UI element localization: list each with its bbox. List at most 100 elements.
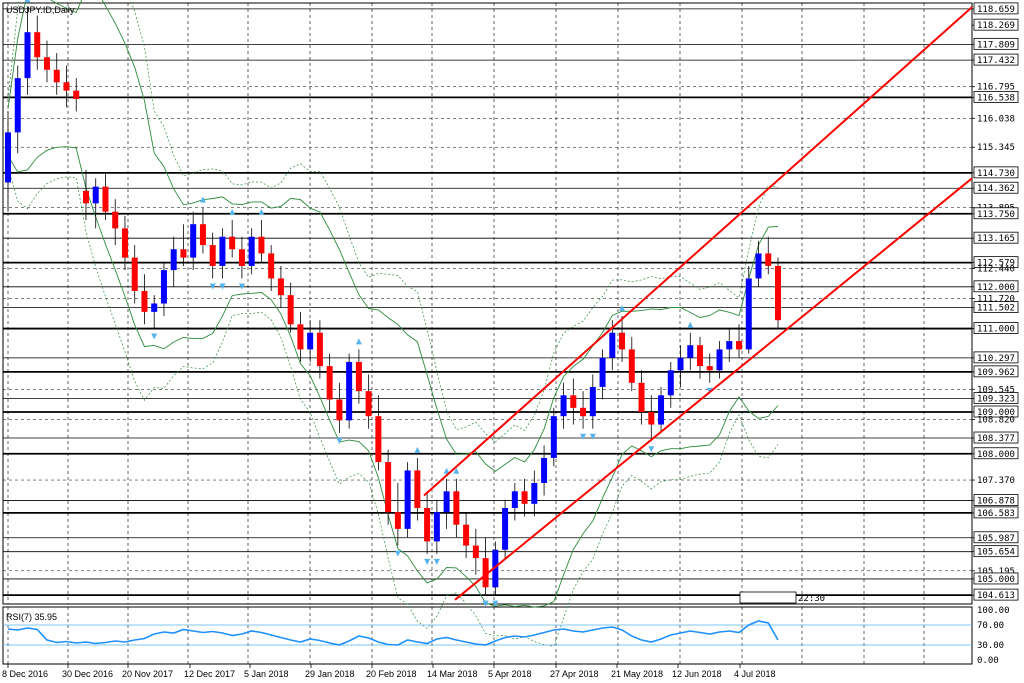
candle-body-48 [472,545,479,559]
price-label-18: 111.000 [977,325,1015,335]
price-box-3 [973,53,1019,66]
price-box-17 [973,301,1019,313]
candle-76 [745,265,752,354]
time-label-2: 20 Nov 2017 [122,669,173,679]
price-label-17: 111.502 [977,304,1015,314]
candle-27 [268,245,275,291]
price-label-8: 114.730 [977,169,1015,179]
candle-23 [229,220,236,258]
candle-2 [24,7,31,95]
candle-64 [628,336,635,392]
candle-67 [658,386,665,433]
candle-body-76 [745,278,752,350]
fractal-down-15 [151,333,158,340]
candle-46 [453,478,460,538]
candle-body-20 [199,224,206,246]
time-label-6: 20 Feb 2018 [366,669,417,679]
candle-77 [755,240,762,287]
price-label-23: 109.000 [977,408,1015,418]
candle-33 [326,353,333,413]
candle-15 [151,295,158,329]
candle-body-26 [258,236,265,254]
candle-79 [775,257,781,329]
candle-body-50 [492,549,499,588]
fractal-up-70 [687,321,694,328]
time-label-1: 30 Dec 2016 [62,669,113,679]
candle-body-68 [667,370,674,396]
price-box-18 [973,322,1019,334]
candle-55 [541,445,548,496]
price-box-11 [973,207,1019,220]
price-label-30: 105.987 [977,534,1015,544]
candle-body-15 [151,303,158,312]
time-label-4: 5 Jan 2018 [244,669,289,679]
price-box-23 [973,405,1019,418]
price-label-33: 105.000 [977,575,1015,585]
price-label-9: 114.362 [977,184,1015,194]
candle-66 [648,395,655,442]
candle-body-65 [638,382,645,413]
candle-52 [511,482,518,521]
candle-18 [180,224,187,266]
candle-54 [531,470,538,517]
price-label-19: 110.297 [977,354,1015,364]
price-label-2: 117.809 [977,40,1015,50]
candle-body-24 [238,249,245,266]
candle-body-32 [316,332,323,367]
candle-44 [433,499,440,554]
price-label-1: 118.269 [977,21,1015,31]
candle-body-28 [277,278,284,296]
price-label-13: 112.579 [977,259,1015,269]
rsi-scale-2: 30.00 [977,641,1004,651]
price-box-15 [973,280,1019,293]
time-label-12: 4 Jul 2018 [734,669,776,679]
time-label-5: 29 Jan 2018 [305,669,355,679]
fractal-down-59 [580,433,587,440]
candle-body-16 [160,270,167,304]
candle-16 [160,261,167,317]
price-panel[interactable] [2,2,973,605]
candle-body-58 [570,395,577,408]
candle-58 [570,378,577,425]
rsi-label: RSI(7) 35.95 [6,612,57,622]
price-box-8 [973,166,1019,179]
candle-70 [687,332,694,371]
fractal-up-36 [355,338,362,345]
price-label-6: 116.038 [977,114,1015,124]
candle-body-63 [619,332,626,350]
price-label-34: 104.613 [977,591,1015,601]
candle-47 [463,512,470,559]
candle-body-37 [365,391,372,417]
price-box-0 [973,2,1019,15]
candle-body-35 [346,361,353,421]
time-axis: 8 Dec 2016 30 Dec 2016 20 Nov 2017 12 Dec 2… [2,664,776,679]
candle-60 [589,374,596,429]
candle-body-62 [609,332,616,358]
candle-25 [248,228,255,275]
candle-body-44 [433,512,440,542]
rsi-scale-3: 0.00 [977,656,999,666]
fractal-down-43 [424,558,431,565]
price-axis: 118.659 118.269 117.809 117.432 116.795116.5… [972,2,1019,601]
trend-channel[interactable] [423,6,973,601]
candle-65 [638,370,645,425]
price-box-34 [973,588,1019,601]
candle-body-64 [628,349,635,383]
fractal-down-49 [482,600,489,607]
candle-75 [736,324,743,358]
time-label-8: 5 Apr 2018 [488,669,532,679]
candle-45 [443,478,450,529]
candle-body-11 [112,211,119,229]
rsi-line [7,620,779,646]
price-label-22: 109.323 [977,395,1015,405]
rsi-panel[interactable] [2,606,973,665]
price-box-12 [973,231,1019,244]
fractal-up-2 [24,0,31,3]
candle-body-36 [355,361,362,392]
rsi-scale-1: 70.00 [977,621,1004,631]
candle-12 [121,215,128,271]
candle-21 [209,232,216,279]
candle-39 [385,449,392,525]
candle-body-31 [307,332,314,350]
